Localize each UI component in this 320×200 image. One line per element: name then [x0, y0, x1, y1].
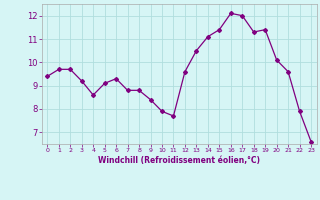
X-axis label: Windchill (Refroidissement éolien,°C): Windchill (Refroidissement éolien,°C): [98, 156, 260, 165]
